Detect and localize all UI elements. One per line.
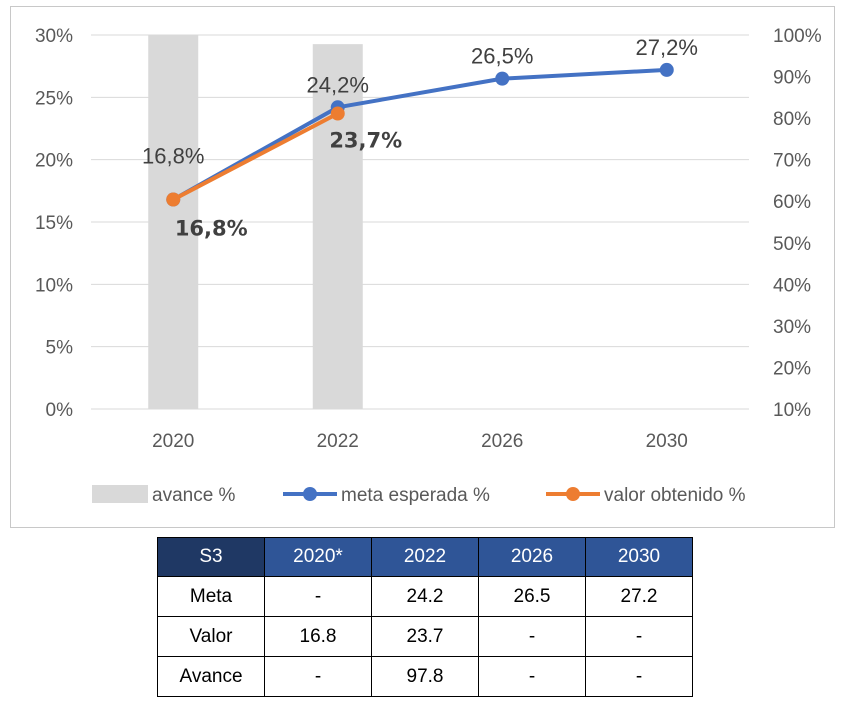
meta-esperada-point <box>659 62 674 77</box>
table-header-cell: 2026 <box>478 537 586 577</box>
bar-avance <box>148 35 199 409</box>
data-labels: 16,8% 24,2% 26,5% 27,2% 16,8% 23,7% <box>142 35 698 241</box>
y-right-tick-label: 90% <box>773 68 811 89</box>
y-left-tick-label: 10% <box>35 275 73 296</box>
table-row: Valor 16.8 23.7 - - <box>157 616 693 657</box>
y-right-tick-label: 80% <box>773 109 811 130</box>
table-cell: - <box>585 616 693 657</box>
y-right-tick-label: 100% <box>773 26 822 47</box>
y-left-tick-label: 25% <box>35 88 73 109</box>
table-cell: 97.8 <box>371 656 479 697</box>
y-right-tick-label: 10% <box>773 400 811 421</box>
legend-label-meta: meta esperada % <box>341 485 490 506</box>
legend-swatch-avance <box>92 485 148 503</box>
legend: avance % meta esperada % valor obtenido % <box>92 485 746 506</box>
table-cell: Avance <box>157 656 265 697</box>
data-label-meta: 27,2% <box>636 35 698 60</box>
y-right-tick-label: 20% <box>773 358 811 379</box>
series-lines <box>166 62 674 207</box>
data-label-valor: 16,8% <box>175 217 248 241</box>
y-left-tick-label: 5% <box>46 338 74 359</box>
table-cell: Valor <box>157 616 265 657</box>
table-header-cell: 2020* <box>264 537 372 577</box>
table-cell: - <box>264 576 372 617</box>
table-cell: 27.2 <box>585 576 693 617</box>
axis-ticks: 0% 5% 10% 15% 20% 25% 30% 10% 20% 30% 40% 50% 60% 70%… <box>35 26 822 452</box>
data-label-meta: 16,8% <box>142 144 204 169</box>
table-cell: Meta <box>157 576 265 617</box>
y-right-tick-label: 70% <box>773 151 811 172</box>
y-left-tick-label: 15% <box>35 213 73 234</box>
x-tick-label: 2020 <box>152 431 194 452</box>
meta-esperada-line <box>171 67 669 202</box>
valor-obtenido-line <box>171 111 340 202</box>
x-tick-label: 2022 <box>317 431 359 452</box>
x-tick-label: 2030 <box>646 431 688 452</box>
combo-chart: 0% 5% 10% 15% 20% 25% 30% 10% 20% 30% 40% 50% 60% 70%… <box>35 26 822 506</box>
data-label-meta: 24,2% <box>307 72 369 97</box>
table-cell: 24.2 <box>371 576 479 617</box>
table-header-cell: 2022 <box>371 537 479 577</box>
legend-label-avance: avance % <box>152 485 236 506</box>
data-label-valor: 23,7% <box>329 129 402 153</box>
table-cell: 16.8 <box>264 616 372 657</box>
table-cell: - <box>264 656 372 697</box>
x-tick-label: 2026 <box>481 431 523 452</box>
y-right-tick-label: 30% <box>773 317 811 338</box>
y-right-tick-label: 40% <box>773 275 811 296</box>
table-header-cell: 2030 <box>585 537 693 577</box>
y-left-tick-label: 30% <box>35 26 73 47</box>
legend-label-valor: valor obtenido % <box>604 485 746 506</box>
data-label-meta: 26,5% <box>471 44 533 69</box>
table-cell: 23.7 <box>371 616 479 657</box>
table-row: Meta - 24.2 26.5 27.2 <box>157 576 693 617</box>
table-cell: - <box>478 656 586 697</box>
table-cell: 26.5 <box>478 576 586 617</box>
legend-marker-valor <box>566 487 580 501</box>
table-row: Avance - 97.8 - - <box>157 656 693 697</box>
valor-obtenido-point <box>330 106 345 121</box>
gridlines <box>91 34 749 410</box>
table-cell: - <box>585 656 693 697</box>
y-right-tick-label: 60% <box>773 192 811 213</box>
table-cell: - <box>478 616 586 657</box>
bar-avance <box>312 44 363 410</box>
data-table: S3 2020* 2022 2026 2030 Meta - 24.2 26.5… <box>157 537 693 697</box>
meta-esperada-point <box>495 71 510 86</box>
y-left-tick-label: 20% <box>35 151 73 172</box>
y-right-tick-label: 50% <box>773 234 811 255</box>
legend-marker-meta <box>303 487 317 501</box>
y-left-tick-label: 0% <box>46 400 74 421</box>
valor-obtenido-point <box>166 192 181 207</box>
chart-area: 0% 5% 10% 15% 20% 25% 30% 10% 20% 30% 40% 50% 60% 70%… <box>10 6 835 528</box>
table-header-row: S3 2020* 2022 2026 2030 <box>157 537 693 577</box>
table-header-cell: S3 <box>157 537 265 577</box>
